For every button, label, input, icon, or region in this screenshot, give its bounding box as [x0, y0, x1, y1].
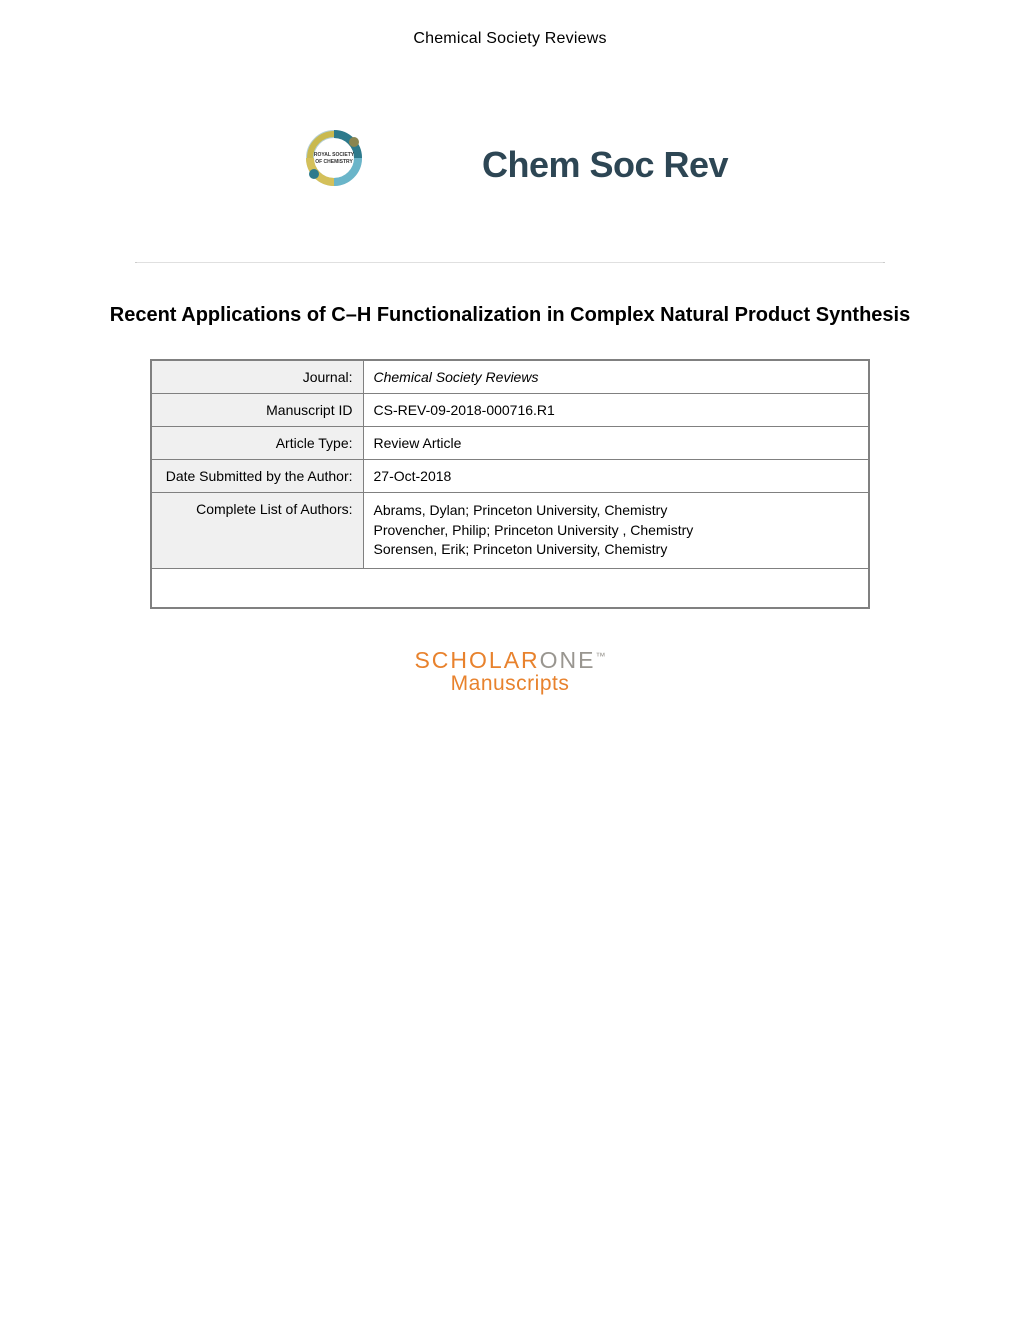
- table-label: Date Submitted by the Author:: [151, 460, 363, 493]
- scholarone-main-text: SCHOLARONE™: [414, 647, 605, 674]
- author-line: Abrams, Dylan; Princeton University, Che…: [374, 501, 859, 521]
- manuscript-info-table: Journal:Chemical Society ReviewsManuscri…: [150, 359, 870, 609]
- journal-name-header: Chemical Society Reviews: [413, 30, 606, 47]
- page-header: Chemical Society Reviews: [0, 0, 1020, 48]
- table-label: Journal:: [151, 360, 363, 394]
- journal-logo-text: Chem Soc Rev: [482, 144, 728, 186]
- logo-section: ROYAL SOCIETY OF CHEMISTRY Chem Soc Rev: [0, 128, 1020, 202]
- table-row-authors: Complete List of Authors: Abrams, Dylan; …: [151, 493, 869, 569]
- scholarone-branding: SCHOLARONE™ Manuscripts: [0, 647, 1020, 696]
- table-value: CS-REV-09-2018-000716.R1: [363, 394, 869, 427]
- table-value: Chemical Society Reviews: [363, 360, 869, 394]
- table-row: Date Submitted by the Author:27-Oct-2018: [151, 460, 869, 493]
- table-label: Article Type:: [151, 427, 363, 460]
- table-empty-row: [151, 568, 869, 608]
- svg-text:OF CHEMISTRY: OF CHEMISTRY: [315, 159, 353, 165]
- author-line: Provencher, Philip; Princeton University…: [374, 521, 859, 541]
- table-value-authors: Abrams, Dylan; Princeton University, Che…: [363, 493, 869, 569]
- table-label: Complete List of Authors:: [151, 493, 363, 569]
- divider-line: [135, 262, 885, 263]
- table-label: Manuscript ID: [151, 394, 363, 427]
- rsc-logo: ROYAL SOCIETY OF CHEMISTRY: [292, 128, 392, 202]
- author-line: Sorensen, Erik; Princeton University, Ch…: [374, 540, 859, 560]
- article-title: Recent Applications of C–H Functionaliza…: [0, 301, 1020, 329]
- table-value: Review Article: [363, 427, 869, 460]
- scholarone-part2: ONE: [540, 647, 596, 673]
- table-value: 27-Oct-2018: [363, 460, 869, 493]
- table-row: Journal:Chemical Society Reviews: [151, 360, 869, 394]
- scholarone-part1: SCHOLAR: [414, 647, 539, 673]
- svg-text:ROYAL SOCIETY: ROYAL SOCIETY: [314, 152, 355, 158]
- scholarone-tm: ™: [596, 652, 606, 663]
- table-row: Article Type:Review Article: [151, 427, 869, 460]
- table-empty-cell: [151, 568, 869, 608]
- table-row: Manuscript IDCS-REV-09-2018-000716.R1: [151, 394, 869, 427]
- scholarone-sub-text: Manuscripts: [0, 672, 1020, 696]
